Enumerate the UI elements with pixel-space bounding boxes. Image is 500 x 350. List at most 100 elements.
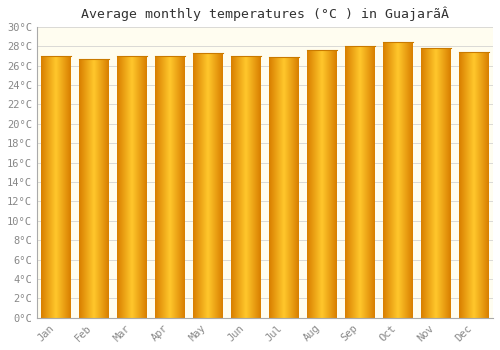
Bar xyxy=(477,52,478,318)
Bar xyxy=(58,56,59,318)
Bar xyxy=(167,56,168,318)
Bar xyxy=(89,59,90,318)
Bar xyxy=(346,46,347,318)
Bar xyxy=(373,46,374,318)
Bar xyxy=(155,56,156,318)
Bar xyxy=(247,56,248,318)
Bar xyxy=(488,52,489,318)
Bar xyxy=(157,56,158,318)
Bar xyxy=(162,56,163,318)
Bar xyxy=(402,42,403,318)
Bar xyxy=(50,56,51,318)
Bar xyxy=(232,56,233,318)
Bar xyxy=(277,57,278,318)
Bar xyxy=(279,57,280,318)
Bar xyxy=(401,42,402,318)
Bar xyxy=(206,53,207,318)
Bar xyxy=(201,53,202,318)
Bar xyxy=(472,52,473,318)
Bar xyxy=(357,46,358,318)
Bar xyxy=(100,59,101,318)
Bar xyxy=(102,59,104,318)
Bar xyxy=(117,56,118,318)
Bar xyxy=(250,56,251,318)
Bar xyxy=(126,56,127,318)
Bar xyxy=(140,56,141,318)
Bar xyxy=(53,56,54,318)
Bar xyxy=(141,56,142,318)
Bar xyxy=(200,53,201,318)
Bar xyxy=(236,56,237,318)
Bar xyxy=(329,50,330,318)
Bar xyxy=(483,52,484,318)
Bar xyxy=(220,53,221,318)
Bar xyxy=(124,56,125,318)
Bar xyxy=(61,56,62,318)
Bar xyxy=(56,56,57,318)
Bar xyxy=(211,53,212,318)
Bar xyxy=(285,57,286,318)
Bar xyxy=(356,46,357,318)
Bar xyxy=(134,56,135,318)
Bar xyxy=(49,56,50,318)
Bar xyxy=(274,57,275,318)
Bar xyxy=(485,52,486,318)
Bar xyxy=(237,56,238,318)
Bar xyxy=(347,46,348,318)
Bar xyxy=(133,56,134,318)
Bar xyxy=(348,46,349,318)
Bar xyxy=(387,42,388,318)
Bar xyxy=(409,42,410,318)
Bar xyxy=(459,52,460,318)
Bar xyxy=(44,56,45,318)
Bar xyxy=(254,56,255,318)
Bar xyxy=(410,42,411,318)
Bar xyxy=(439,48,440,318)
Bar xyxy=(142,56,144,318)
Bar xyxy=(214,53,215,318)
Bar xyxy=(294,57,295,318)
Bar xyxy=(352,46,353,318)
Bar xyxy=(434,48,435,318)
Bar xyxy=(384,42,385,318)
Bar xyxy=(383,42,384,318)
Bar xyxy=(219,53,220,318)
Bar xyxy=(408,42,409,318)
Bar xyxy=(318,50,319,318)
Bar xyxy=(440,48,441,318)
Bar xyxy=(257,56,258,318)
Bar xyxy=(358,46,359,318)
Bar xyxy=(104,59,106,318)
Bar xyxy=(276,57,277,318)
Bar xyxy=(447,48,448,318)
Bar xyxy=(272,57,273,318)
Bar xyxy=(249,56,250,318)
Bar xyxy=(136,56,137,318)
Bar xyxy=(437,48,438,318)
Bar xyxy=(281,57,282,318)
Bar xyxy=(87,59,88,318)
Bar xyxy=(156,56,157,318)
Bar xyxy=(99,59,100,318)
Bar xyxy=(432,48,433,318)
Bar xyxy=(446,48,447,318)
Bar xyxy=(478,52,479,318)
Bar xyxy=(278,57,279,318)
Bar xyxy=(159,56,160,318)
Bar xyxy=(336,50,337,318)
Bar xyxy=(101,59,102,318)
Bar xyxy=(359,46,360,318)
Bar xyxy=(349,46,350,318)
Bar xyxy=(399,42,400,318)
Bar xyxy=(121,56,122,318)
Bar xyxy=(404,42,405,318)
Bar xyxy=(284,57,285,318)
Bar xyxy=(442,48,443,318)
Bar xyxy=(216,53,217,318)
Bar xyxy=(450,48,451,318)
Bar xyxy=(473,52,474,318)
Bar xyxy=(322,50,323,318)
Bar xyxy=(312,50,313,318)
Bar xyxy=(215,53,216,318)
Bar xyxy=(365,46,366,318)
